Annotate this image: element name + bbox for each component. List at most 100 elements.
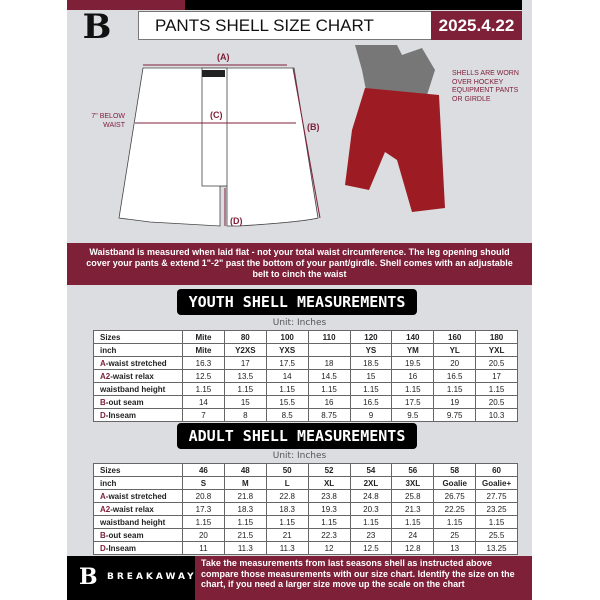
table-cell: YXS	[265, 343, 309, 357]
table-cell: 11	[182, 541, 225, 555]
measure-key: B	[100, 530, 106, 540]
belt-buckle	[202, 70, 225, 77]
table-cell: 22.8	[265, 489, 309, 503]
table-cell: 46	[182, 463, 225, 477]
measure-label: waistband height	[100, 384, 166, 394]
table-row: A2-waist relax 12.5 13.5 14 14.5 15 16 16.5 17	[93, 369, 518, 383]
measure-label: -Inseam	[105, 543, 137, 553]
row-label: A2-waist relax	[93, 502, 183, 516]
table-cell: Mite	[182, 343, 225, 357]
table-cell: 27.75	[475, 489, 518, 503]
table-cell: 13.5	[223, 369, 267, 383]
table-cell: YXL	[475, 343, 518, 357]
table-cell: 1.15	[307, 382, 351, 396]
table-row: inch S M L XL 2XL 3XL Goalie Goalie+	[93, 476, 518, 490]
measure-label: -waist stretched	[105, 491, 167, 501]
table-cell	[307, 343, 351, 357]
table-cell: 120	[349, 330, 393, 344]
table-cell: 15.5	[265, 395, 309, 409]
table-cell: Goalie	[433, 476, 477, 490]
table-cell: 24	[391, 528, 435, 542]
table-cell: 8	[223, 408, 267, 422]
row-label: waistband height	[93, 382, 183, 396]
table-cell: 54	[349, 463, 393, 477]
measure-label: waistband height	[100, 517, 166, 527]
row-label: Sizes	[93, 330, 183, 344]
table-cell: 8.75	[307, 408, 351, 422]
measure-label: -Inseam	[105, 410, 137, 420]
table-cell: 18	[307, 356, 351, 370]
brand-name: BREAKAWAY	[107, 572, 197, 582]
table-row: D-Inseam 11 11.3 11.3 12 12.5 12.8 13 13.25	[93, 541, 518, 555]
row-label: waistband height	[93, 515, 183, 529]
adult-unit-label: Unit: Inches	[272, 451, 327, 461]
footer-instructions: Take the measurements from last seasons …	[195, 556, 532, 600]
table-cell: 23.8	[307, 489, 351, 503]
table-cell: 25	[433, 528, 477, 542]
table-cell: XL	[307, 476, 351, 490]
table-cell: 9	[349, 408, 393, 422]
measure-label: -waist relax	[110, 504, 154, 514]
table-cell: 48	[223, 463, 267, 477]
table-cell: 23.25	[475, 502, 518, 516]
table-cell: 16	[391, 369, 435, 383]
table-cell: 21	[265, 528, 309, 542]
table-cell: 26.75	[433, 489, 477, 503]
table-cell: 17.3	[182, 502, 225, 516]
measure-key: D	[100, 410, 106, 420]
row-label: B-out seam	[93, 395, 183, 409]
measurement-notice: Waistband is measured when laid flat - n…	[67, 243, 532, 285]
table-cell: 12.5	[182, 369, 225, 383]
table-cell: 1.15	[475, 515, 518, 529]
table-row: A2-waist relax 17.3 18.3 18.3 19.3 20.3 21.3 22…	[93, 502, 518, 516]
row-label: A2-waist relax	[93, 369, 183, 383]
table-cell: 52	[307, 463, 351, 477]
top-accent-bar	[67, 0, 185, 10]
table-cell: 1.15	[182, 382, 225, 396]
footer-brand: B BREAKAWAY	[67, 556, 195, 600]
table-cell: 20	[182, 528, 225, 542]
measure-label: -waist stretched	[105, 358, 167, 368]
table-cell: 1.15	[475, 382, 518, 396]
table-cell: YS	[349, 343, 393, 357]
pants-outline	[118, 67, 319, 227]
table-cell: 18.3	[223, 502, 267, 516]
adult-size-table: Sizes 46 48 50 52 54 56 58 60 inch S M L XL 2XL 3XL Goal…	[93, 463, 518, 555]
table-cell: 1.15	[433, 515, 477, 529]
table-cell: 11.3	[265, 541, 309, 555]
size-chart-page: B PANTS SHELL SIZE CHART 2025.4.22 (A) (…	[67, 0, 532, 600]
table-row: inch Mite Y2XS YXS YS YM YL YXL	[93, 343, 518, 357]
table-cell: 19.3	[307, 502, 351, 516]
measure-key: B	[100, 397, 106, 407]
row-label: D-Inseam	[93, 541, 183, 555]
measure-label: Sizes	[100, 332, 121, 342]
table-cell: YL	[433, 343, 477, 357]
youth-size-table: Sizes Mite 80 100 110 120 140 160 180 inch Mite Y2X…	[93, 330, 518, 422]
date-badge: 2025.4.22	[431, 11, 522, 40]
table-cell: 1.15	[265, 515, 309, 529]
table-cell: 140	[391, 330, 435, 344]
table-cell: 16.5	[349, 395, 393, 409]
table-cell: 25.8	[391, 489, 435, 503]
top-black-bar	[185, 0, 522, 10]
table-row: Sizes 46 48 50 52 54 56 58 60	[93, 463, 518, 477]
table-cell: 20.5	[475, 356, 518, 370]
table-row: B-out seam 20 21.5 21 22.3 23 24 25 25.5	[93, 528, 518, 542]
c-measure-note: 7" BELOW WAIST	[91, 113, 125, 129]
table-cell: 1.15	[391, 515, 435, 529]
table-cell: 2XL	[349, 476, 393, 490]
table-cell: 17	[475, 369, 518, 383]
table-cell: 1.15	[307, 515, 351, 529]
measure-key: D	[100, 543, 106, 553]
table-cell: 13	[433, 541, 477, 555]
youth-unit-label: Unit: Inches	[272, 318, 327, 328]
table-cell: 60	[475, 463, 518, 477]
breakaway-logo: B	[82, 7, 112, 47]
measure-key: A2	[100, 371, 111, 381]
table-cell: 20	[433, 356, 477, 370]
table-cell: 12.8	[391, 541, 435, 555]
table-cell: 56	[391, 463, 435, 477]
table-cell: Mite	[182, 330, 225, 344]
table-cell: Goalie+	[475, 476, 518, 490]
pants-diagram: (A) (C) (B) (D)	[118, 45, 445, 227]
